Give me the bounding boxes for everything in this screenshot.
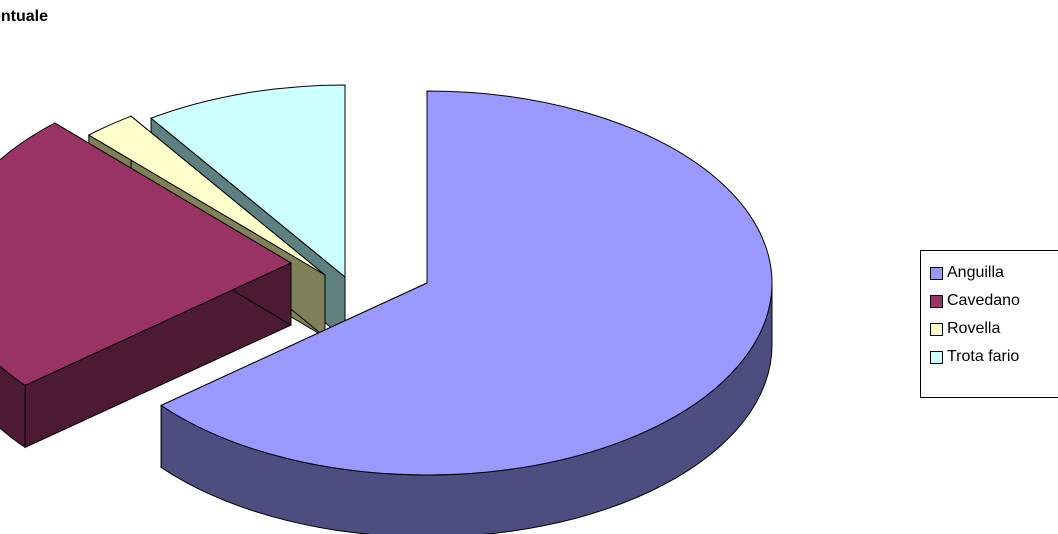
legend-swatch-rovella	[930, 322, 943, 336]
legend-swatch-cavedano	[930, 294, 943, 308]
pie-slice-trota-fario	[150, 84, 346, 279]
legend-label-rovella: Rovella	[947, 320, 1001, 337]
legend-label-cavedano: Cavedano	[947, 292, 1020, 309]
legend-swatch-anguilla	[930, 266, 943, 280]
chart-legend: Anguilla Cavedano Rovella Trota fario	[920, 250, 1058, 398]
chart-title: entuale	[0, 8, 49, 25]
pie-slice-rovella	[87, 115, 326, 276]
legend-swatch-trota-fario	[930, 350, 943, 364]
pie-slice-anguilla	[160, 90, 773, 476]
pie-slice-cavedano-rim	[0, 365, 26, 449]
pie-slice-cavedano	[0, 122, 293, 386]
legend-item-trota-fario: Trota fario	[930, 343, 1058, 371]
legend-item-anguilla: Anguilla	[930, 259, 1058, 287]
legend-item-cavedano: Cavedano	[930, 287, 1058, 315]
legend-label-trota-fario: Trota fario	[947, 348, 1020, 365]
legend-label-anguilla: Anguilla	[947, 264, 1004, 281]
legend-item-rovella: Rovella	[930, 315, 1058, 343]
